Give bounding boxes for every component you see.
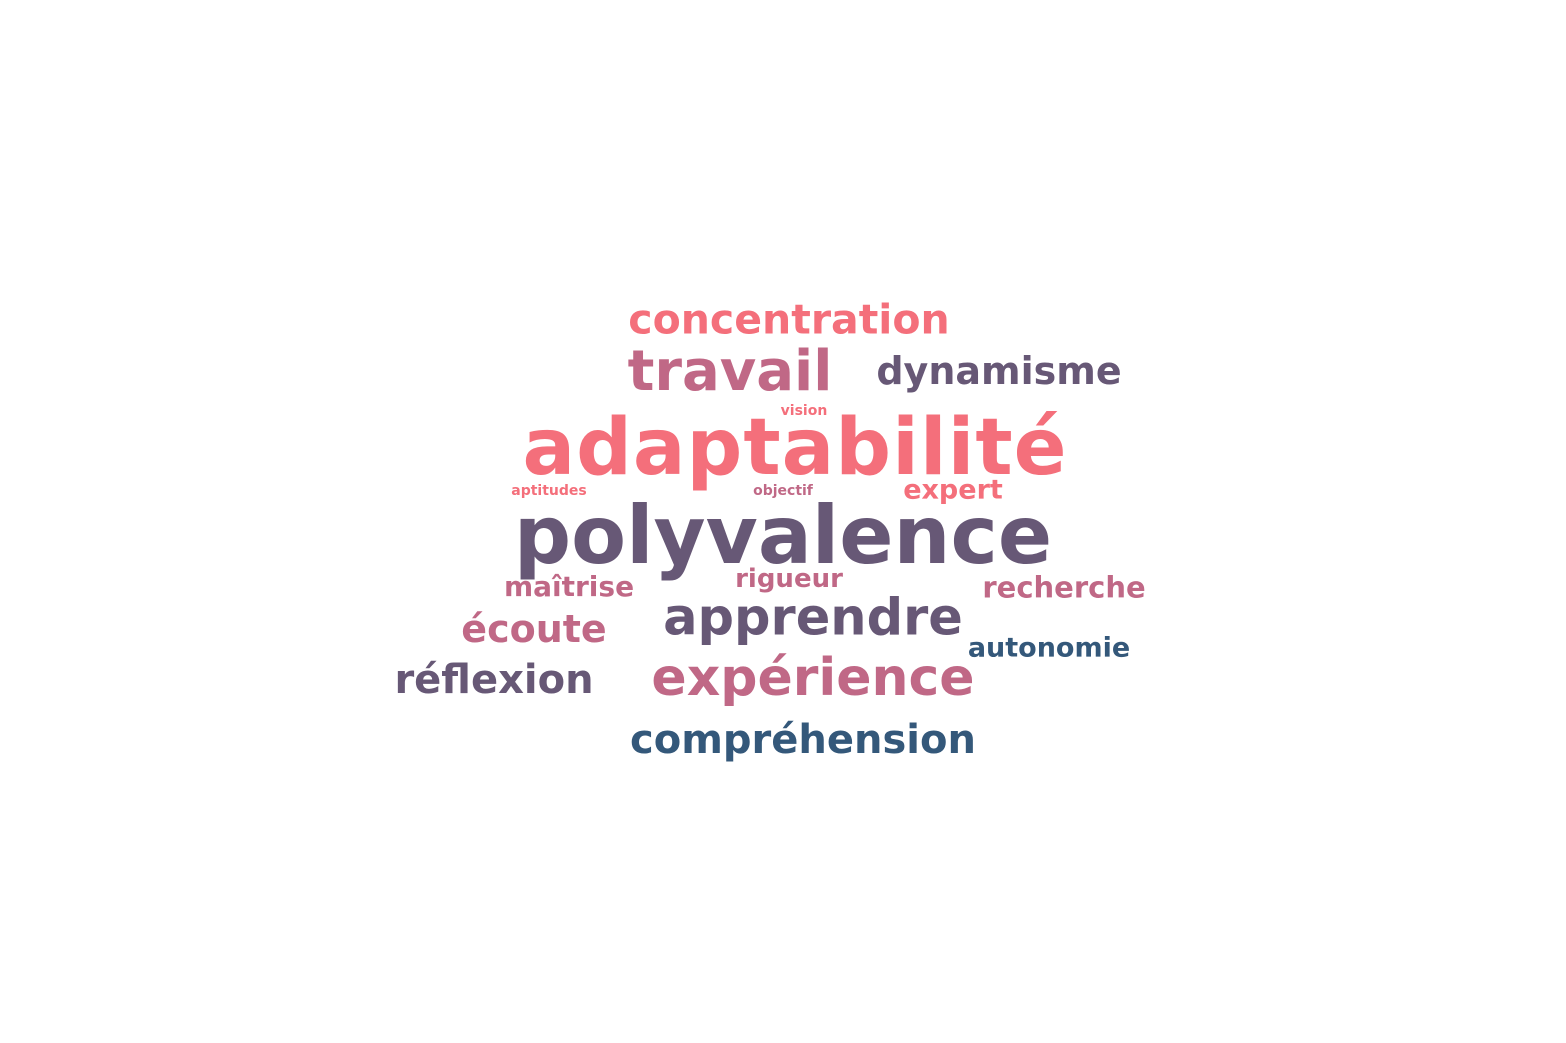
word-vision: vision (780, 403, 828, 419)
word-travail: travail (627, 339, 833, 404)
word-autonomie: autonomie (967, 632, 1131, 664)
word-maitrise: maîtrise (503, 570, 635, 603)
word-aptitudes: aptitudes (511, 483, 587, 499)
word-adaptabilite: adaptabilité (522, 403, 1068, 493)
word-dynamisme: dynamisme (876, 349, 1122, 393)
word-rigueur: rigueur (735, 564, 843, 594)
word-apprendre: apprendre (663, 588, 963, 648)
word-experience: expérience (651, 648, 975, 708)
word-comprehension: compréhension (630, 717, 976, 763)
word-objectif: objectif (753, 483, 813, 499)
word-polyvalence: polyvalence (513, 489, 1053, 582)
word-recherche: recherche (982, 570, 1146, 605)
word-ecoute: écoute (461, 607, 607, 651)
word-concentration: concentration (628, 295, 950, 344)
word-reflexion: réflexion (394, 657, 594, 703)
word-expert: expert (903, 474, 1003, 506)
